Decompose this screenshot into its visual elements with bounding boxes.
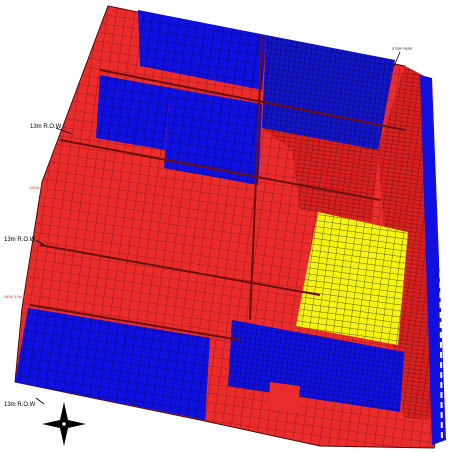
row-label-2: 13m R.O.W	[4, 237, 36, 243]
row-label-1: 13m R.O.W	[30, 124, 62, 130]
row-label-3: 13m R.O.W	[4, 402, 36, 408]
road-network	[29, 34, 406, 341]
new-road-label-2: NEW 13m ROAD	[4, 294, 35, 299]
new-road-label-1: NEW 13m ROAD	[30, 185, 61, 190]
row-leader-lines	[35, 51, 401, 405]
blue-strip-far-right	[420, 75, 446, 445]
north-arrow-icon	[42, 402, 86, 446]
yellow-housing-grid	[296, 212, 408, 345]
red-parcel-bottom	[268, 382, 300, 412]
blue-parcel-top-grid	[138, 10, 266, 90]
red-housing-block-mid-grid	[262, 128, 378, 222]
blue-parcel-center-grid	[164, 88, 262, 185]
blue-parcel-left-grid	[96, 75, 170, 150]
strip-park-label: STRIP PARK	[392, 47, 413, 51]
boundary-dashed-line	[437, 61, 443, 449]
blue-parcel-bottom-grid	[15, 308, 210, 420]
